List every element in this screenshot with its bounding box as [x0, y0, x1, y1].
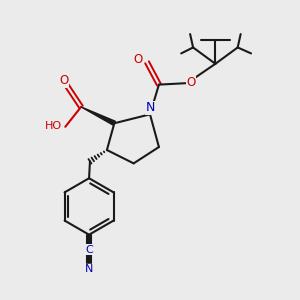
Text: HO: HO: [45, 121, 62, 131]
Text: O: O: [186, 76, 196, 89]
Text: C: C: [85, 244, 93, 255]
Polygon shape: [81, 107, 115, 125]
Text: N: N: [85, 264, 93, 274]
Text: N: N: [146, 101, 155, 114]
Text: O: O: [59, 74, 68, 87]
Text: O: O: [133, 53, 142, 66]
